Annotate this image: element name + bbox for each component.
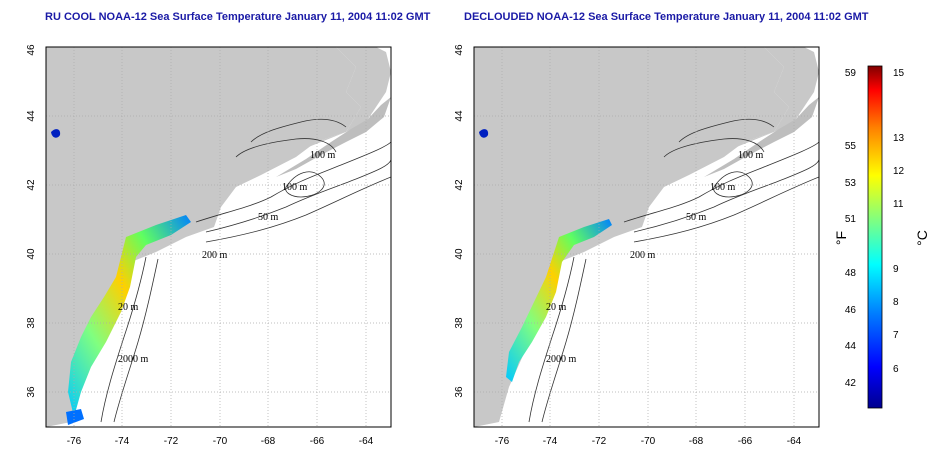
celsius-tick: 6 — [893, 364, 899, 375]
fahrenheit-unit-label: °F — [833, 231, 849, 245]
lat-tick: 44 — [454, 110, 465, 122]
sst-lake-patch — [51, 129, 61, 138]
lat-tick: 44 — [26, 110, 37, 122]
sst-swath-declouded — [506, 219, 612, 382]
celsius-tick: 13 — [893, 133, 905, 144]
contour-label: 100 m — [282, 182, 308, 193]
lat-tick: 42 — [26, 179, 37, 191]
map-viewport-raw — [46, 47, 391, 427]
sst-swath-raw — [68, 215, 191, 417]
celsius-tick: 8 — [893, 297, 899, 308]
contour-label: 2000 m — [546, 354, 577, 365]
lon-tick: -74 — [543, 436, 558, 447]
contour-label: 50 m — [686, 212, 707, 223]
map-panel-declouded: 100 m 100 m 50 m 200 m 20 m 2000 m -76 -… — [454, 44, 820, 447]
lat-tick: 40 — [26, 248, 37, 260]
lon-tick: -74 — [115, 436, 130, 447]
lat-tick: 36 — [26, 386, 37, 398]
contour-label: 100 m — [310, 150, 336, 161]
colorbar: 59 55 53 51 48 46 44 42 15 13 12 11 9 8 … — [833, 65, 930, 409]
contour-label: 200 m — [630, 250, 656, 261]
lon-tick: -68 — [261, 436, 276, 447]
map-title-declouded: DECLOUDED NOAA-12 Sea Surface Temperatur… — [464, 11, 869, 23]
contour-label: 200 m — [202, 250, 228, 261]
fahrenheit-tick: 55 — [845, 141, 857, 152]
fahrenheit-tick: 42 — [845, 378, 857, 389]
lat-tick: 38 — [26, 317, 37, 329]
lon-tick: -72 — [592, 436, 607, 447]
lon-axis-ticks: -76 -74 -72 -70 -68 -66 -64 — [495, 436, 802, 447]
lat-axis-ticks: 36 38 40 42 44 46 — [454, 44, 465, 398]
lon-tick: -76 — [495, 436, 510, 447]
lon-tick: -68 — [689, 436, 704, 447]
fahrenheit-tick: 59 — [845, 68, 857, 79]
lat-axis-ticks: 36 38 40 42 44 46 — [26, 44, 37, 398]
lon-tick: -70 — [213, 436, 228, 447]
celsius-tick: 9 — [893, 264, 899, 275]
lat-lon-grid — [46, 47, 391, 427]
celsius-tick: 12 — [893, 166, 905, 177]
lat-tick: 38 — [454, 317, 465, 329]
contour-label: 50 m — [258, 212, 279, 223]
colorbar-gradient — [867, 65, 883, 409]
lon-axis-ticks: -76 -74 -72 -70 -68 -66 -64 — [67, 436, 374, 447]
lon-tick: -72 — [164, 436, 179, 447]
contour-label: 20 m — [118, 302, 139, 313]
fahrenheit-tick: 53 — [845, 178, 857, 189]
lat-lon-grid — [474, 47, 819, 427]
sst-lake-patch — [479, 129, 489, 138]
fahrenheit-tick: 48 — [845, 268, 857, 279]
contour-label: 100 m — [738, 150, 764, 161]
lat-tick: 40 — [454, 248, 465, 260]
lon-tick: -64 — [787, 436, 802, 447]
contour-label: 20 m — [546, 302, 567, 313]
lat-tick: 42 — [454, 179, 465, 191]
lat-tick: 46 — [26, 44, 37, 56]
colorbar-fahrenheit-ticks: 59 55 53 51 48 46 44 42 — [845, 68, 857, 389]
fahrenheit-tick: 44 — [845, 341, 857, 352]
contour-label: 100 m — [710, 182, 736, 193]
lon-tick: -70 — [641, 436, 656, 447]
map-viewport-declouded — [474, 47, 819, 427]
celsius-unit-label: °C — [914, 230, 930, 246]
lat-tick: 36 — [454, 386, 465, 398]
lat-tick: 46 — [454, 44, 465, 56]
lon-tick: -76 — [67, 436, 82, 447]
lon-tick: -64 — [359, 436, 374, 447]
map-panel-raw: 100 m 100 m 50 m 200 m 20 m 2000 m -76 -… — [26, 44, 392, 447]
celsius-tick: 11 — [893, 199, 904, 210]
sst-patch — [66, 409, 84, 425]
contour-label: 2000 m — [118, 354, 149, 365]
fahrenheit-tick: 51 — [845, 214, 857, 225]
fahrenheit-tick: 46 — [845, 305, 857, 316]
colorbar-celsius-ticks: 15 13 12 11 9 8 7 6 — [893, 68, 905, 375]
lon-tick: -66 — [738, 436, 753, 447]
celsius-tick: 15 — [893, 68, 905, 79]
lon-tick: -66 — [310, 436, 325, 447]
celsius-tick: 7 — [893, 330, 899, 341]
map-title-raw: RU COOL NOAA-12 Sea Surface Temperature … — [45, 11, 431, 23]
